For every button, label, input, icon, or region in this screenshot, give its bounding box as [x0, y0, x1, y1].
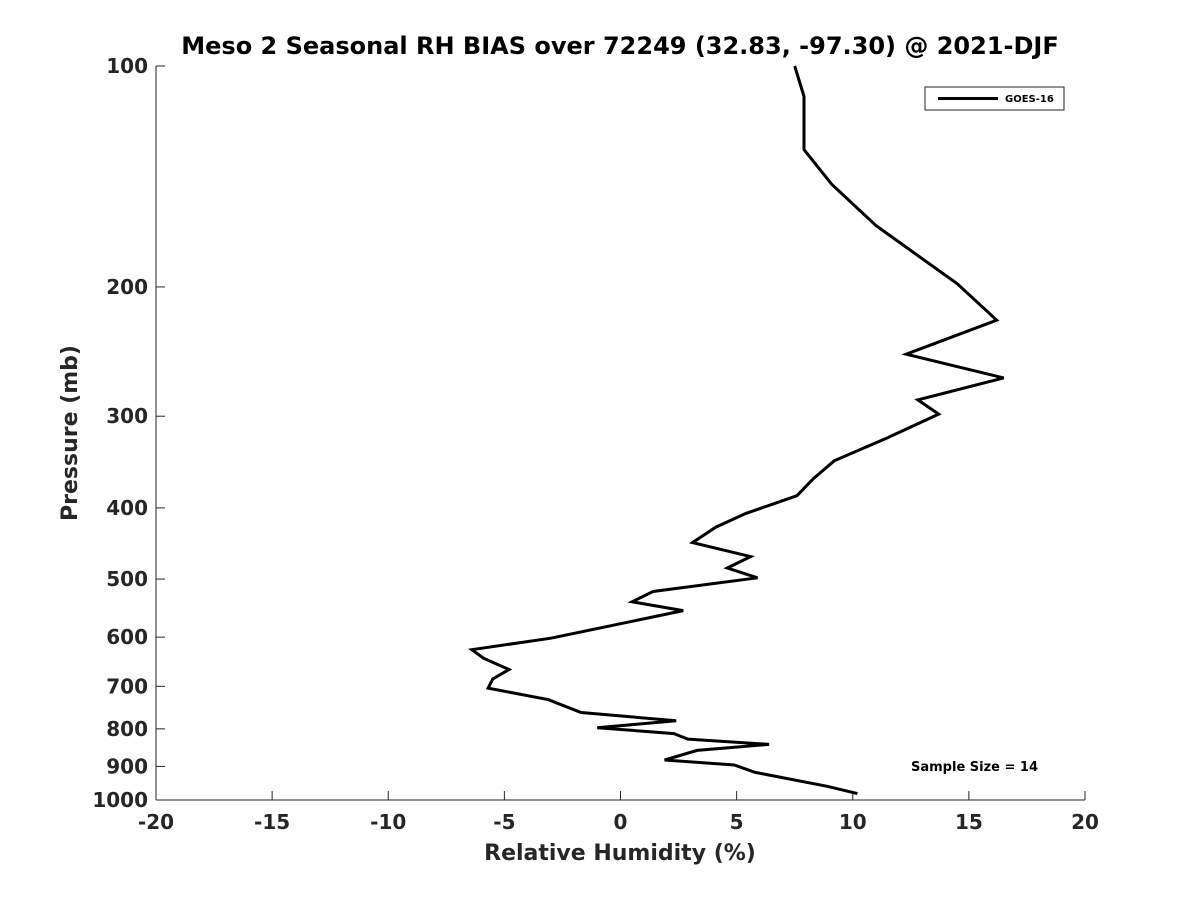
y-tick-label: 700 — [106, 674, 148, 698]
x-tick-label: 15 — [955, 810, 983, 834]
sample-size-annotation: Sample Size = 14 — [911, 760, 1038, 775]
y-tick-label: 800 — [106, 717, 148, 741]
x-tick-label: 20 — [1071, 810, 1099, 834]
chart-title: Meso 2 Seasonal RH BIAS over 72249 (32.8… — [181, 32, 1058, 60]
x-tick-label: -20 — [138, 810, 174, 834]
y-axis-ticks: 100 200 300 400 500 600 700 800 900 1000 — [92, 54, 165, 812]
x-tick-label: -5 — [493, 810, 515, 834]
y-tick-label: 900 — [106, 754, 148, 778]
x-tick-label: 5 — [730, 810, 744, 834]
y-axis-label: Pressure (mb) — [58, 345, 83, 521]
y-tick-label: 100 — [106, 54, 148, 78]
legend-label-goes-16: GOES-16 — [1005, 94, 1054, 105]
x-tick-label: -15 — [254, 810, 290, 834]
plot-area — [155, 66, 1085, 801]
series-layer — [468, 65, 1005, 796]
x-tick-label: -10 — [370, 810, 406, 834]
y-tick-label: 600 — [106, 625, 148, 649]
x-axis-label: Relative Humidity (%) — [484, 841, 756, 866]
y-tick-label: 500 — [106, 567, 148, 591]
y-tick-label: 200 — [106, 275, 148, 299]
y-tick-label: 1000 — [92, 788, 148, 812]
x-tick-label: 10 — [839, 810, 867, 834]
y-tick-label: 400 — [106, 496, 148, 520]
x-tick-label: 0 — [614, 810, 628, 834]
y-tick-label: 300 — [106, 404, 148, 428]
series-line-goes-16 — [468, 65, 1005, 796]
x-axis-ticks: -20 -15 -10 -5 0 5 10 15 20 — [138, 791, 1099, 834]
legend: GOES-16 — [924, 86, 1065, 111]
